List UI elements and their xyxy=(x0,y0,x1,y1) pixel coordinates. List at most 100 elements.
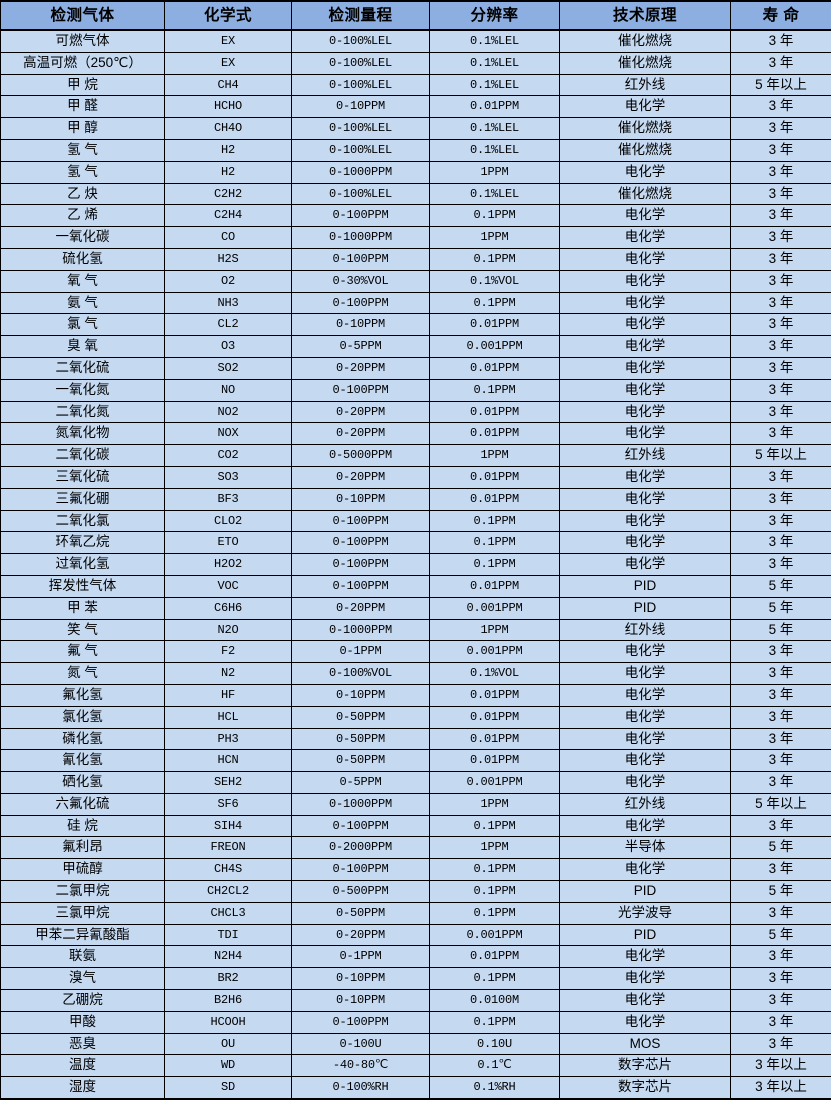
cell-res: 0.001PPM xyxy=(430,641,560,663)
cell-range: 0-20PPM xyxy=(292,466,430,488)
cell-tech: 电化学 xyxy=(560,488,731,510)
cell-res: 0.1PPM xyxy=(430,1011,560,1033)
cell-tech: 电化学 xyxy=(560,641,731,663)
cell-life: 3 年 xyxy=(731,270,831,292)
cell-gas: 溴气 xyxy=(1,968,165,990)
cell-formula: PH3 xyxy=(165,728,292,750)
cell-res: 0.01PPM xyxy=(430,401,560,423)
cell-life: 3 年 xyxy=(731,1011,831,1033)
cell-gas: 二氧化硫 xyxy=(1,357,165,379)
cell-tech: 电化学 xyxy=(560,96,731,118)
cell-gas: 二氧化氮 xyxy=(1,401,165,423)
cell-gas: 氯 气 xyxy=(1,314,165,336)
cell-res: 0.1PPM xyxy=(430,379,560,401)
cell-range: 0-10PPM xyxy=(292,96,430,118)
cell-life: 3 年 xyxy=(731,706,831,728)
cell-res: 1PPM xyxy=(430,837,560,859)
cell-res: 0.1PPM xyxy=(430,510,560,532)
cell-range: 0-20PPM xyxy=(292,423,430,445)
cell-formula: F2 xyxy=(165,641,292,663)
cell-tech: 电化学 xyxy=(560,161,731,183)
cell-life: 3 年 xyxy=(731,488,831,510)
cell-res: 0.0100M xyxy=(430,990,560,1012)
cell-life: 5 年 xyxy=(731,575,831,597)
cell-life: 3 年 xyxy=(731,1033,831,1055)
cell-gas: 氢 气 xyxy=(1,161,165,183)
cell-life: 5 年 xyxy=(731,881,831,903)
cell-tech: 电化学 xyxy=(560,772,731,794)
cell-life: 3 年 xyxy=(731,139,831,161)
cell-tech: 红外线 xyxy=(560,445,731,467)
cell-res: 1PPM xyxy=(430,227,560,249)
cell-gas: 甲 醛 xyxy=(1,96,165,118)
cell-tech: 电化学 xyxy=(560,859,731,881)
cell-tech: 电化学 xyxy=(560,510,731,532)
cell-tech: 电化学 xyxy=(560,750,731,772)
cell-gas: 甲 苯 xyxy=(1,597,165,619)
cell-tech: PID xyxy=(560,597,731,619)
cell-res: 0.01PPM xyxy=(430,946,560,968)
cell-range: 0-1PPM xyxy=(292,641,430,663)
cell-gas: 甲 烷 xyxy=(1,74,165,96)
cell-gas: 氟化氢 xyxy=(1,684,165,706)
cell-formula: BF3 xyxy=(165,488,292,510)
column-header-gas: 检测气体 xyxy=(1,1,165,30)
cell-res: 0.1%LEL xyxy=(430,118,560,140)
cell-formula: NO2 xyxy=(165,401,292,423)
cell-gas: 氢 气 xyxy=(1,139,165,161)
cell-gas: 三氟化硼 xyxy=(1,488,165,510)
table-header: 检测气体 化学式 检测量程 分辨率 技术原理 寿 命 xyxy=(1,1,831,30)
cell-tech: 催化燃烧 xyxy=(560,52,731,74)
cell-range: 0-100U xyxy=(292,1033,430,1055)
cell-formula: CH4S xyxy=(165,859,292,881)
cell-formula: CO xyxy=(165,227,292,249)
cell-gas: 高温可燃（250℃） xyxy=(1,52,165,74)
cell-life: 3 年 xyxy=(731,52,831,74)
cell-formula: CO2 xyxy=(165,445,292,467)
cell-formula: C6H6 xyxy=(165,597,292,619)
cell-range: 0-10PPM xyxy=(292,488,430,510)
cell-tech: 电化学 xyxy=(560,466,731,488)
cell-res: 0.1PPM xyxy=(430,554,560,576)
cell-gas: 二氯甲烷 xyxy=(1,881,165,903)
column-header-formula: 化学式 xyxy=(165,1,292,30)
cell-life: 3 年 xyxy=(731,183,831,205)
cell-formula: VOC xyxy=(165,575,292,597)
cell-formula: NO xyxy=(165,379,292,401)
cell-gas: 一氧化氮 xyxy=(1,379,165,401)
cell-life: 3 年 xyxy=(731,357,831,379)
cell-formula: HCHO xyxy=(165,96,292,118)
cell-tech: 电化学 xyxy=(560,684,731,706)
cell-life: 3 年 xyxy=(731,772,831,794)
cell-res: 0.01PPM xyxy=(430,728,560,750)
cell-life: 3 年 xyxy=(731,314,831,336)
cell-gas: 甲酸 xyxy=(1,1011,165,1033)
cell-tech: 电化学 xyxy=(560,706,731,728)
cell-res: 0.1PPM xyxy=(430,532,560,554)
cell-gas: 三氧化硫 xyxy=(1,466,165,488)
cell-tech: 电化学 xyxy=(560,532,731,554)
cell-tech: 数字芯片 xyxy=(560,1077,731,1099)
cell-tech: 电化学 xyxy=(560,357,731,379)
cell-gas: 湿度 xyxy=(1,1077,165,1099)
cell-formula: NH3 xyxy=(165,292,292,314)
cell-range: 0-5PPM xyxy=(292,336,430,358)
cell-res: 1PPM xyxy=(430,445,560,467)
cell-formula: N2O xyxy=(165,619,292,641)
cell-gas: 甲硫醇 xyxy=(1,859,165,881)
cell-res: 0.01PPM xyxy=(430,423,560,445)
cell-gas: 氧 气 xyxy=(1,270,165,292)
column-header-range: 检测量程 xyxy=(292,1,430,30)
